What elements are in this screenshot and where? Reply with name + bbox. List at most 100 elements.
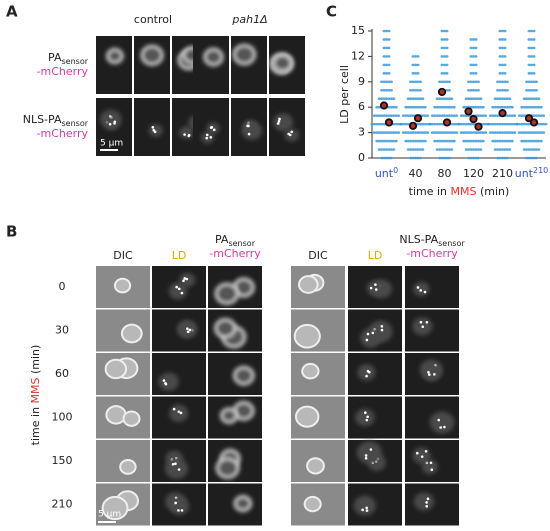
spot xyxy=(430,468,434,471)
cell xyxy=(215,457,240,479)
spot xyxy=(209,136,213,139)
cell xyxy=(273,113,294,132)
micrograph xyxy=(152,440,206,482)
y-tick-label: 6 xyxy=(358,100,365,113)
spot xyxy=(420,455,424,458)
spot xyxy=(439,426,442,429)
column-header: LD xyxy=(368,249,383,262)
micrograph xyxy=(193,98,229,156)
spot xyxy=(113,122,116,125)
micrograph xyxy=(291,266,345,308)
cell xyxy=(353,495,376,516)
column-header: LD xyxy=(172,249,187,262)
cell xyxy=(120,323,143,344)
spot xyxy=(277,120,281,123)
cell xyxy=(413,492,435,511)
cell xyxy=(168,282,188,300)
micrograph xyxy=(405,309,459,352)
y-tick-label: 9 xyxy=(358,75,365,88)
spot xyxy=(174,462,177,465)
replicate-mean xyxy=(529,118,539,127)
micrograph xyxy=(405,266,459,308)
cell xyxy=(206,122,220,135)
spot xyxy=(290,130,294,134)
spot xyxy=(177,468,181,471)
micrograph xyxy=(291,483,345,526)
category-base: unt xyxy=(515,167,534,180)
spot xyxy=(180,291,184,295)
x-tick-label: 80 xyxy=(438,167,452,180)
micrograph xyxy=(269,36,305,94)
spot xyxy=(425,501,428,504)
cell xyxy=(294,405,320,428)
cell xyxy=(106,48,124,65)
spot xyxy=(426,497,430,501)
micrograph xyxy=(152,309,206,352)
spot xyxy=(443,425,446,429)
spot xyxy=(162,379,166,382)
spot xyxy=(365,374,368,378)
spot xyxy=(278,117,281,121)
spot xyxy=(247,132,251,136)
marker-sub: sensor xyxy=(228,239,255,248)
image-bg xyxy=(405,309,459,352)
spot xyxy=(182,279,185,283)
micrograph xyxy=(193,36,229,94)
cell xyxy=(148,124,163,137)
spot xyxy=(212,128,216,132)
label-part: time in xyxy=(29,403,42,445)
micrograph xyxy=(96,483,150,526)
x-tick-label: 120 xyxy=(463,167,484,180)
marker-main: NLS-PA xyxy=(399,233,438,246)
spot xyxy=(364,411,367,415)
cell xyxy=(158,372,179,391)
spot xyxy=(365,506,368,510)
marker-main: PA xyxy=(215,233,229,246)
spot xyxy=(183,133,186,136)
spot xyxy=(437,418,441,422)
micrograph xyxy=(152,266,206,308)
cell xyxy=(241,121,263,140)
micrograph xyxy=(405,483,459,526)
column-header: pah1Δ xyxy=(231,13,267,26)
spot xyxy=(366,415,369,419)
spot xyxy=(366,332,370,336)
cell xyxy=(233,365,255,386)
cell xyxy=(164,458,189,479)
panel-letter: B xyxy=(6,223,17,241)
cell xyxy=(101,495,129,521)
spot xyxy=(425,320,429,324)
cell xyxy=(360,328,382,348)
micrograph xyxy=(96,309,150,352)
micrograph xyxy=(96,266,150,308)
spot xyxy=(177,410,181,413)
replicate-mean xyxy=(379,101,389,110)
spot xyxy=(423,290,427,294)
spot xyxy=(371,331,375,335)
spot xyxy=(187,133,191,137)
cell xyxy=(105,117,119,130)
x-tick-label: 40 xyxy=(409,167,423,180)
spot xyxy=(374,288,378,291)
spot xyxy=(164,382,168,386)
row-label: 210 xyxy=(52,498,73,511)
cell xyxy=(214,282,239,305)
spot xyxy=(428,373,431,376)
replicate-mean xyxy=(469,114,478,124)
micrograph xyxy=(134,36,170,94)
spot xyxy=(369,448,373,451)
micrograph xyxy=(152,353,206,395)
micrograph xyxy=(208,440,262,482)
y-tick-label: 3 xyxy=(358,126,365,139)
spot xyxy=(365,509,369,512)
panel-letter: C xyxy=(326,3,337,21)
cell xyxy=(179,126,194,139)
spot xyxy=(365,418,369,422)
dot-strip xyxy=(370,29,403,160)
marker-suffix: -mCherry xyxy=(209,247,261,260)
category-base: 80 xyxy=(438,167,452,180)
cell xyxy=(297,275,319,294)
micrograph xyxy=(208,396,262,439)
spot xyxy=(179,411,183,415)
spot xyxy=(205,133,209,137)
